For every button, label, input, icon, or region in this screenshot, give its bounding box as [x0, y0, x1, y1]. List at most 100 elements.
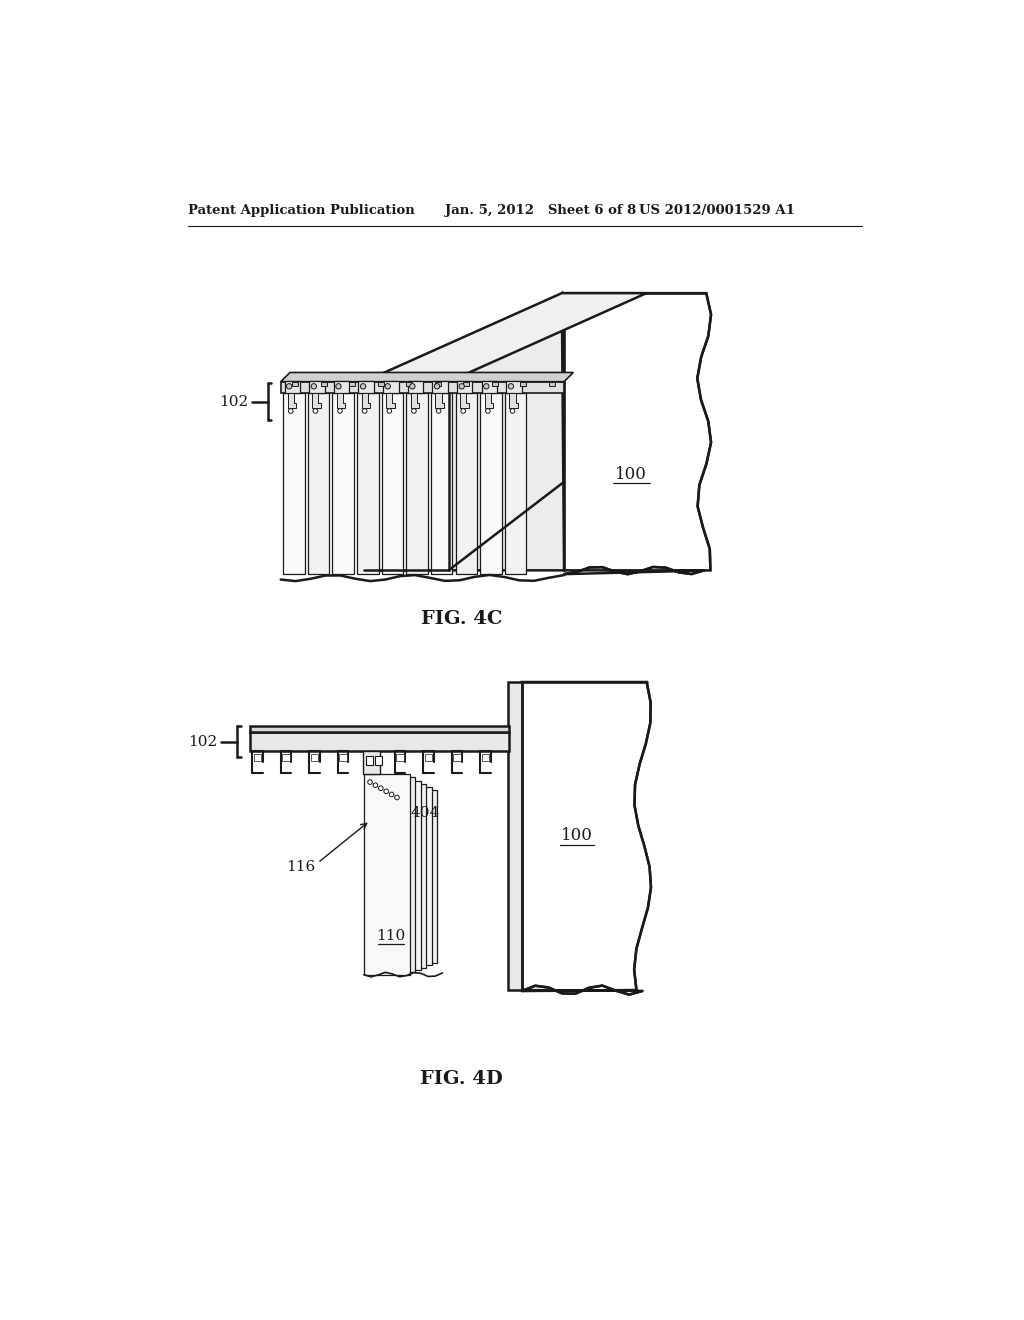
Polygon shape — [431, 393, 453, 574]
Circle shape — [510, 409, 515, 413]
Text: 100: 100 — [615, 466, 647, 483]
Circle shape — [434, 384, 439, 389]
Polygon shape — [460, 393, 469, 408]
Circle shape — [336, 384, 341, 389]
Polygon shape — [407, 381, 413, 385]
Circle shape — [485, 409, 490, 413]
Polygon shape — [292, 381, 298, 385]
Text: 116: 116 — [286, 859, 315, 874]
Polygon shape — [385, 787, 432, 965]
Polygon shape — [283, 754, 290, 760]
Polygon shape — [396, 754, 403, 760]
Text: 100: 100 — [561, 828, 593, 845]
Text: FIG. 4C: FIG. 4C — [421, 610, 503, 628]
Text: 102: 102 — [188, 735, 217, 748]
Polygon shape — [454, 754, 461, 760]
Polygon shape — [364, 381, 449, 570]
Polygon shape — [391, 789, 437, 964]
Polygon shape — [339, 754, 347, 760]
Circle shape — [385, 384, 390, 389]
Polygon shape — [509, 393, 518, 408]
Polygon shape — [310, 754, 318, 760]
Polygon shape — [456, 393, 477, 574]
Polygon shape — [367, 756, 373, 766]
Polygon shape — [337, 393, 345, 408]
Polygon shape — [357, 393, 379, 574]
Polygon shape — [364, 775, 410, 974]
Polygon shape — [549, 381, 555, 385]
Polygon shape — [333, 393, 354, 574]
Polygon shape — [383, 381, 398, 393]
Polygon shape — [407, 393, 428, 574]
Polygon shape — [521, 682, 651, 994]
Polygon shape — [508, 682, 521, 990]
Circle shape — [461, 409, 466, 413]
Polygon shape — [432, 381, 447, 393]
Polygon shape — [520, 381, 526, 385]
Polygon shape — [481, 754, 489, 760]
Circle shape — [379, 785, 383, 791]
Circle shape — [483, 384, 489, 389]
Circle shape — [436, 409, 441, 413]
Polygon shape — [358, 381, 374, 393]
Circle shape — [410, 384, 415, 389]
Circle shape — [384, 789, 388, 793]
Polygon shape — [364, 751, 380, 775]
Circle shape — [362, 409, 367, 413]
Polygon shape — [480, 393, 502, 574]
Polygon shape — [312, 393, 321, 408]
Circle shape — [389, 792, 394, 797]
Polygon shape — [250, 733, 509, 751]
Polygon shape — [375, 756, 382, 766]
Text: Patent Application Publication: Patent Application Publication — [188, 205, 415, 218]
Polygon shape — [375, 780, 421, 970]
Text: 110: 110 — [376, 929, 406, 942]
Polygon shape — [380, 784, 426, 968]
Polygon shape — [492, 381, 498, 385]
Circle shape — [508, 384, 514, 389]
Polygon shape — [505, 393, 526, 574]
Polygon shape — [281, 372, 573, 381]
Polygon shape — [364, 293, 646, 381]
Polygon shape — [411, 393, 419, 408]
Polygon shape — [425, 754, 432, 760]
Text: US 2012/0001529 A1: US 2012/0001529 A1 — [639, 205, 795, 218]
Polygon shape — [370, 777, 416, 973]
Text: 102: 102 — [219, 395, 249, 409]
Circle shape — [338, 409, 342, 413]
Polygon shape — [484, 393, 494, 408]
Circle shape — [313, 409, 317, 413]
Circle shape — [311, 384, 316, 389]
Circle shape — [368, 780, 373, 784]
Text: 404: 404 — [410, 807, 439, 820]
Polygon shape — [564, 293, 711, 574]
Polygon shape — [321, 381, 327, 385]
Circle shape — [394, 795, 399, 800]
Polygon shape — [349, 381, 355, 385]
Circle shape — [289, 409, 293, 413]
Polygon shape — [307, 393, 330, 574]
Polygon shape — [334, 381, 349, 393]
Text: FIG. 4D: FIG. 4D — [420, 1069, 503, 1088]
Polygon shape — [457, 381, 472, 393]
Polygon shape — [386, 393, 394, 408]
Polygon shape — [281, 381, 564, 393]
Polygon shape — [382, 393, 403, 574]
Text: Jan. 5, 2012   Sheet 6 of 8: Jan. 5, 2012 Sheet 6 of 8 — [444, 205, 636, 218]
Polygon shape — [309, 381, 325, 393]
Polygon shape — [506, 381, 521, 393]
Polygon shape — [463, 381, 469, 385]
Circle shape — [387, 409, 391, 413]
Polygon shape — [481, 381, 497, 393]
Circle shape — [360, 384, 366, 389]
Polygon shape — [285, 381, 300, 393]
Polygon shape — [283, 393, 304, 574]
Circle shape — [287, 384, 292, 389]
Polygon shape — [435, 381, 441, 385]
Circle shape — [412, 409, 416, 413]
Polygon shape — [250, 726, 509, 733]
Polygon shape — [435, 393, 444, 408]
Circle shape — [373, 783, 378, 788]
Circle shape — [459, 384, 464, 389]
Polygon shape — [449, 293, 564, 570]
